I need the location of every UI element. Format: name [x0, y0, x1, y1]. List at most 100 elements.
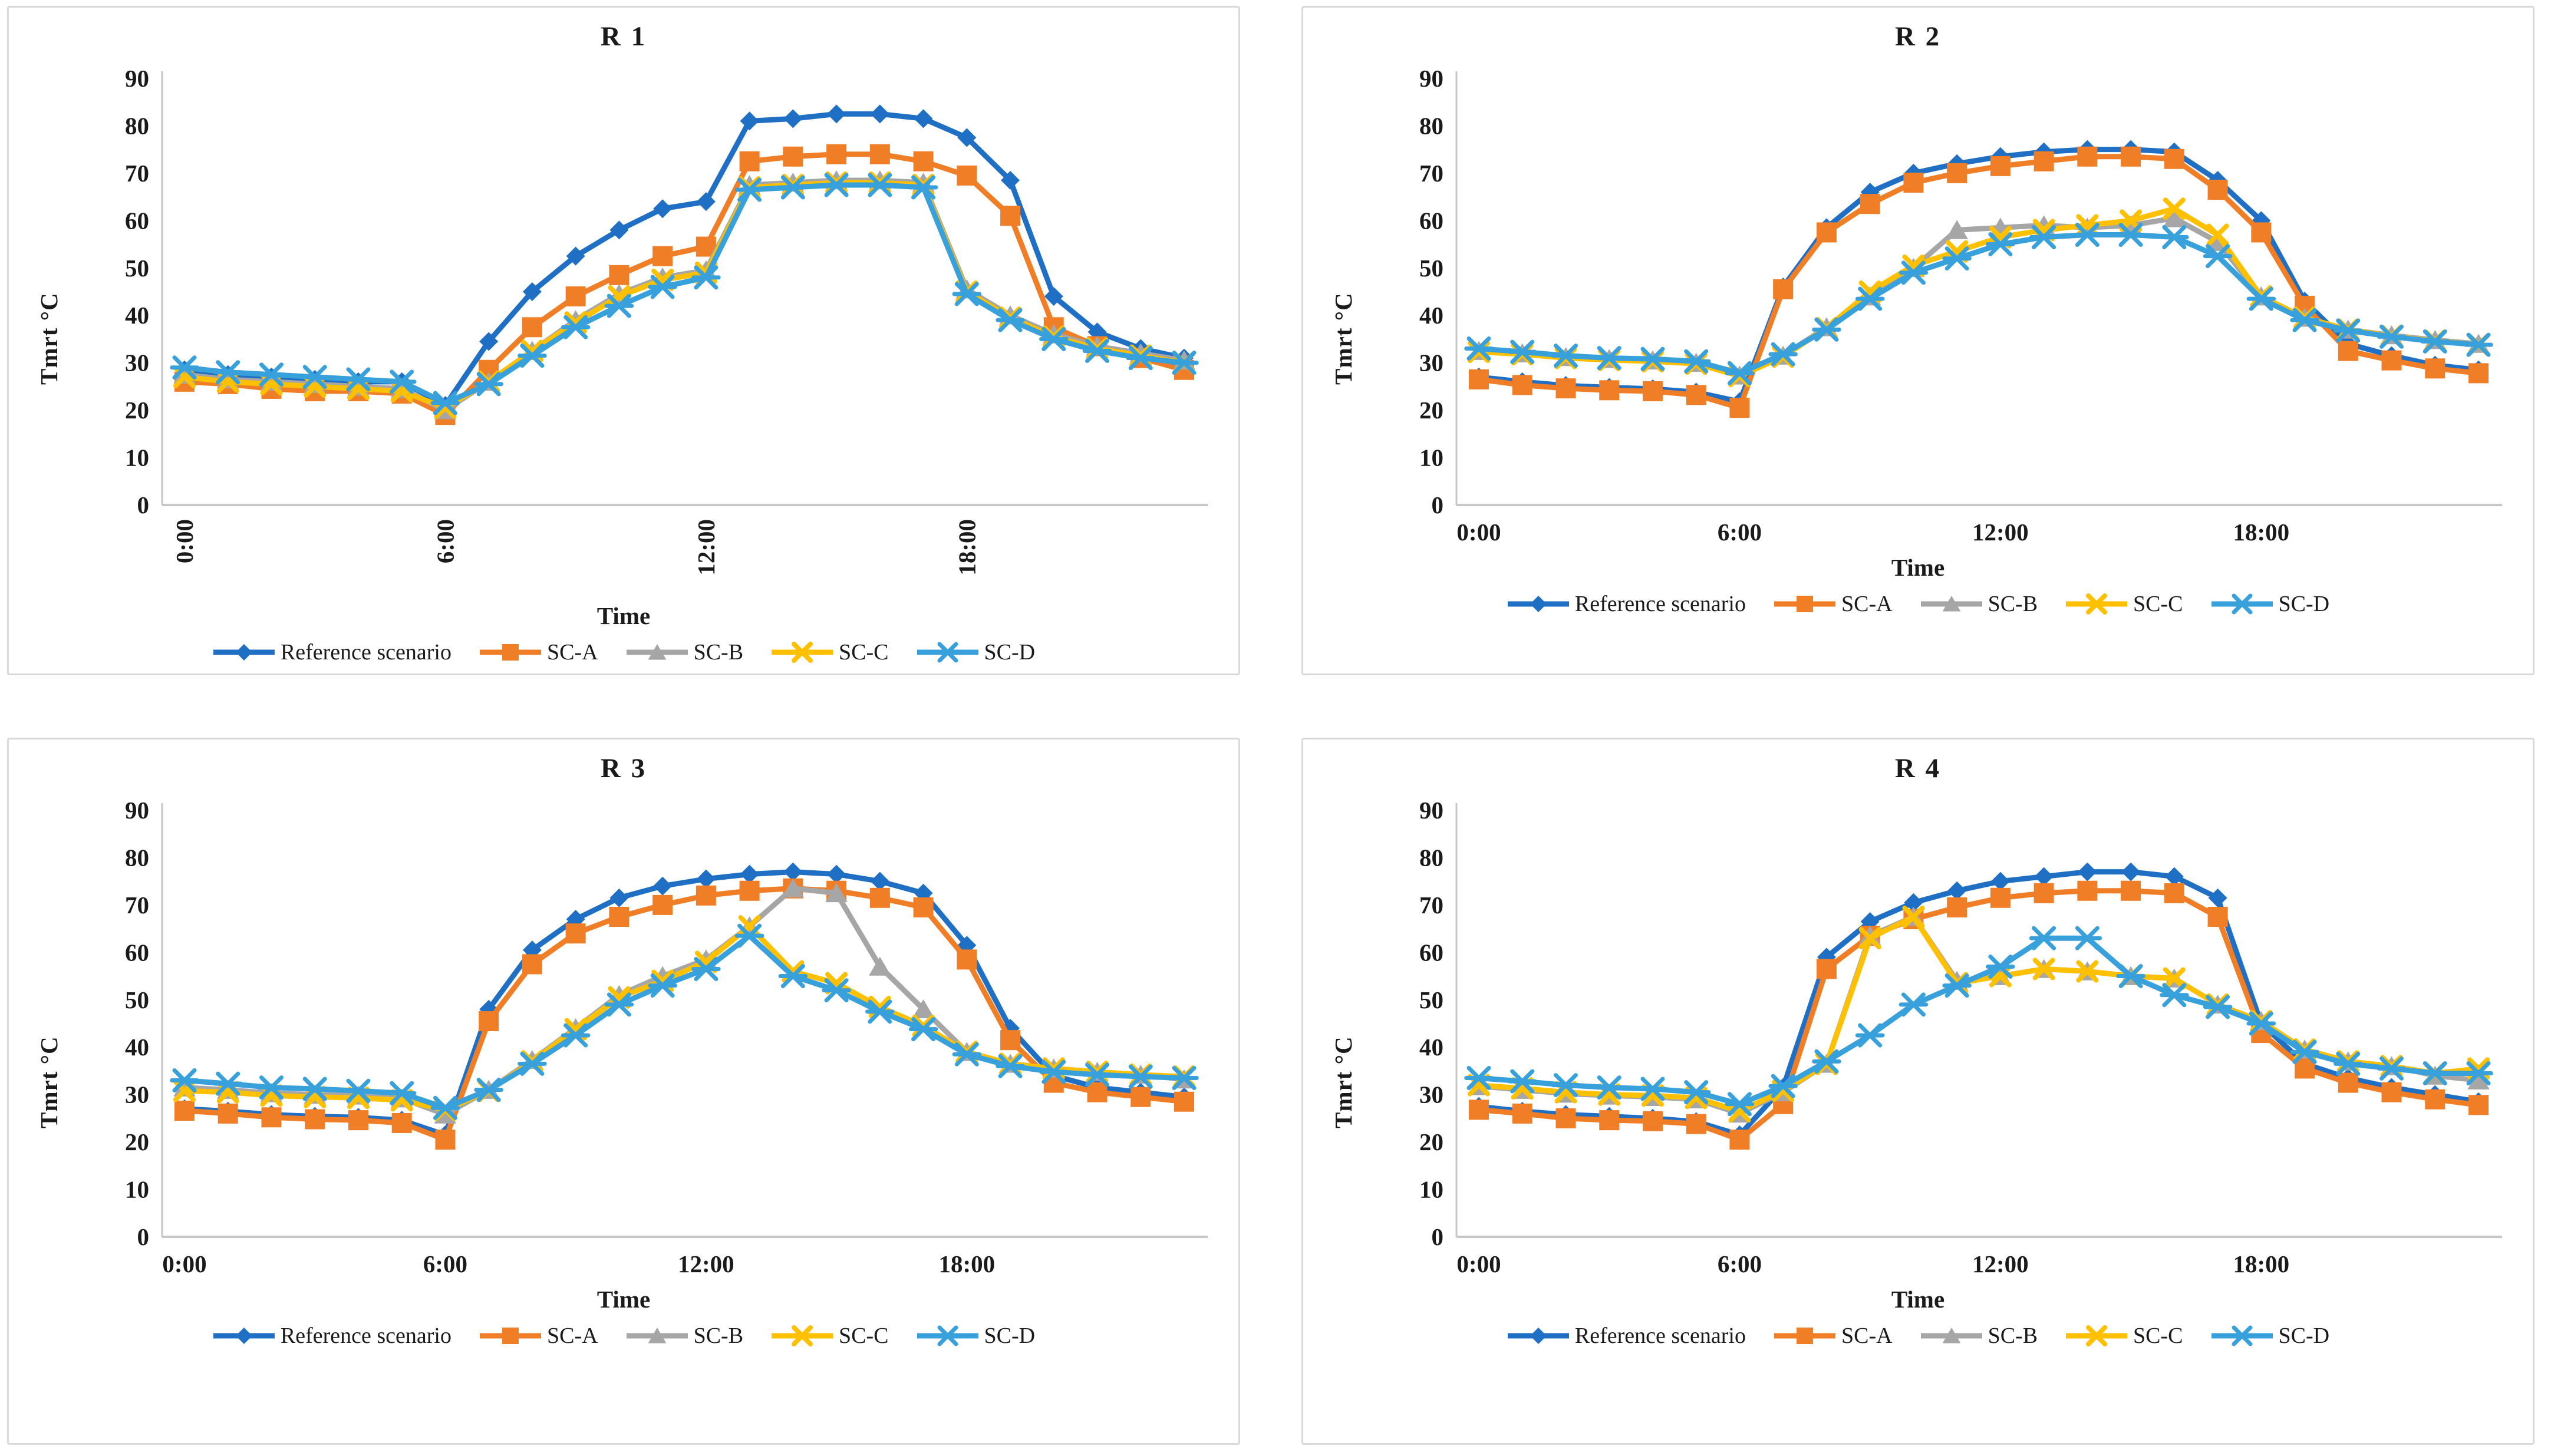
square-marker-icon: [1816, 222, 1837, 243]
square-marker-icon: [913, 151, 934, 171]
star-marker-icon: [1942, 973, 1972, 998]
legend-label: SC-B: [1988, 592, 2038, 616]
square-marker-icon: [1469, 1100, 1489, 1120]
square-marker-icon: [565, 286, 586, 307]
square-marker-icon: [2121, 146, 2141, 167]
y-tick-label: 60: [125, 207, 149, 234]
legend-key-icon: [479, 644, 541, 661]
y-axis-title-r4: Tmrt °C: [1330, 1036, 1357, 1128]
x-tick-label: 12:00: [1972, 519, 2029, 546]
square-marker-icon: [1555, 1108, 1576, 1128]
square-marker-icon: [783, 146, 803, 167]
y-tick-label: 40: [125, 302, 149, 329]
star-marker-icon: [300, 365, 329, 389]
square-marker-icon: [1796, 1328, 1813, 1344]
legend-key-icon: [213, 1328, 275, 1344]
triangle-marker-icon: [2163, 208, 2186, 227]
y-tick-label: 60: [1419, 939, 1443, 966]
star-marker-icon: [604, 293, 634, 318]
x-marker-icon: [2206, 223, 2229, 246]
star-marker-icon: [908, 1017, 938, 1042]
square-marker-icon: [502, 644, 519, 661]
plot-area-r1: 0 10 20 30 40 50 60 70 80 90 0:00 6:00 12:00 18:00: [25, 58, 1222, 600]
diamond-marker-icon: [479, 999, 499, 1019]
square-marker-icon: [1686, 1114, 1706, 1134]
diamond-marker-icon: [609, 888, 629, 907]
y-tick-label: 10: [125, 444, 149, 471]
legend-item-sc-d: SC-D: [916, 1323, 1035, 1349]
x-tick-label: 12:00: [1972, 1250, 2029, 1277]
star-marker-icon: [2203, 995, 2233, 1019]
chart-panel-r2: R 2 Tmrt °C 0 10 20 30 40 50 60 70 80 90 0:00 6:00 1…: [1301, 6, 2534, 675]
star-marker-icon: [1126, 346, 1156, 371]
square-marker-icon: [1512, 375, 1532, 395]
y-tick-label: 80: [1419, 844, 1443, 871]
square-marker-icon: [913, 897, 934, 917]
diamond-marker-icon: [2164, 867, 2184, 886]
legend-item-sc-d: SC-D: [916, 639, 1035, 665]
series-sc-b: [173, 878, 1195, 1124]
square-marker-icon: [1469, 369, 1489, 389]
square-marker-icon: [2468, 363, 2489, 384]
legend-item-sc-c: SC-C: [770, 1323, 889, 1349]
star-marker-icon: [2246, 1011, 2276, 1036]
star-marker-icon: [1812, 1049, 1841, 1074]
plot-area-r2: 0 10 20 30 40 50 60 70 80 90 0:00 6:00 12:00 18:00: [1320, 58, 2516, 552]
legend-item-reference-scenario: Reference scenario: [212, 1323, 451, 1349]
star-marker-icon: [908, 175, 938, 200]
diamond-marker-icon: [740, 864, 759, 884]
legend-label: SC-C: [839, 1323, 889, 1348]
diamond-marker-icon: [235, 644, 252, 661]
star-marker-icon: [2072, 926, 2102, 950]
series-reference-scenario: [175, 862, 1194, 1145]
diamond-marker-icon: [783, 109, 803, 128]
square-marker-icon: [1599, 1110, 1620, 1131]
star-marker-icon: [1855, 1023, 1885, 1048]
star-marker-icon: [387, 1081, 417, 1105]
series-sc-a: [1469, 146, 2489, 418]
legend-item-sc-c: SC-C: [2065, 1323, 2183, 1349]
y-axis-title-r3: Tmrt °C: [35, 1036, 62, 1128]
star-marker-icon: [213, 360, 243, 385]
y-tick-label: 70: [125, 160, 149, 187]
y-tick-label: 80: [125, 112, 149, 139]
x-tick-label: 6:00: [1718, 1250, 1762, 1277]
y-tick-label: 20: [125, 397, 149, 424]
x-marker-icon: [2076, 960, 2099, 983]
y-tick-label: 0: [137, 1223, 150, 1250]
legend-item-sc-b: SC-B: [625, 1323, 743, 1349]
legend-label: SC-C: [2133, 592, 2183, 616]
x-marker-icon: [2086, 593, 2108, 615]
square-marker-icon: [2425, 358, 2445, 379]
y-tick-label: 20: [1419, 397, 1443, 424]
diamond-marker-icon: [1087, 322, 1107, 342]
square-marker-icon: [696, 885, 716, 906]
legend-item-sc-d: SC-D: [2210, 591, 2329, 617]
star-marker-icon: [648, 973, 677, 998]
legend-label: SC-B: [693, 1323, 744, 1348]
square-marker-icon: [2381, 350, 2402, 371]
square-marker-icon: [2295, 1058, 2315, 1079]
star-marker-icon: [1899, 992, 1929, 1017]
square-marker-icon: [652, 894, 673, 915]
square-marker-icon: [739, 880, 760, 901]
chart-panel-r4: R 4 Tmrt °C 0 10 20 30 40 50 60 70 80 90 0:00 6:00 1…: [1301, 738, 2534, 1445]
square-marker-icon: [1000, 1030, 1021, 1051]
legend-item-sc-b: SC-B: [625, 639, 743, 665]
square-marker-icon: [1816, 959, 1837, 979]
star-marker-icon: [996, 1054, 1025, 1078]
x-marker-icon: [792, 1325, 813, 1346]
star-marker-icon: [387, 369, 417, 394]
diamond-marker-icon: [522, 282, 542, 301]
legend-item-sc-a: SC-A: [479, 1323, 598, 1349]
x-tick-label: 6:00: [1718, 519, 1762, 546]
square-marker-icon: [1947, 897, 1967, 917]
star-marker-icon: [2334, 318, 2363, 343]
x-marker-icon: [2163, 197, 2186, 220]
y-tick-label: 40: [1419, 302, 1443, 329]
diamond-marker-icon: [1044, 287, 1063, 306]
diamond-marker-icon: [479, 332, 499, 351]
legend-key-icon: [1507, 1328, 1569, 1344]
y-tick-label: 90: [125, 65, 149, 92]
square-marker-icon: [1990, 156, 2011, 176]
